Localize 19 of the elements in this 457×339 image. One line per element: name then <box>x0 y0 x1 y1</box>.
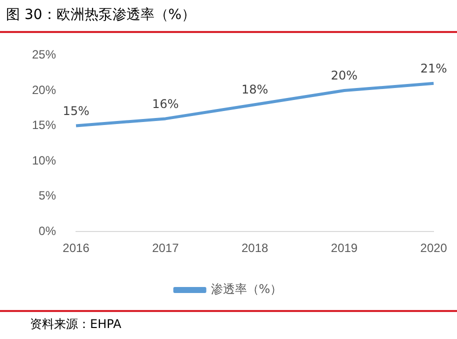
text: 资料来源：EHPA <box>30 316 122 333</box>
data-label: 18% <box>242 82 268 97</box>
x-tick-label: 2016 <box>62 241 90 256</box>
y-tick-label: 20% <box>32 82 56 97</box>
chart-title: 图 30：欧洲热泵渗透率（%） <box>6 6 196 24</box>
y-tick-label: 0% <box>38 224 56 238</box>
y-tick-label: 15% <box>32 118 56 132</box>
x-tick-label: 2018 <box>241 241 269 256</box>
x-tick-label: 2020 <box>420 241 448 256</box>
data-label: 20% <box>330 68 358 83</box>
data-label: 21% <box>420 62 447 76</box>
legend-label: 渗透率（%） <box>210 282 282 296</box>
data-label: 16% <box>152 96 179 111</box>
y-tick-label: 25% <box>32 48 56 62</box>
data-label: 15% <box>62 104 90 118</box>
x-tick-label: 2017 <box>152 241 180 256</box>
x-tick-label: 2019 <box>330 241 358 256</box>
y-tick-label: 10% <box>32 153 56 168</box>
y-tick-label: 5% <box>38 188 56 203</box>
